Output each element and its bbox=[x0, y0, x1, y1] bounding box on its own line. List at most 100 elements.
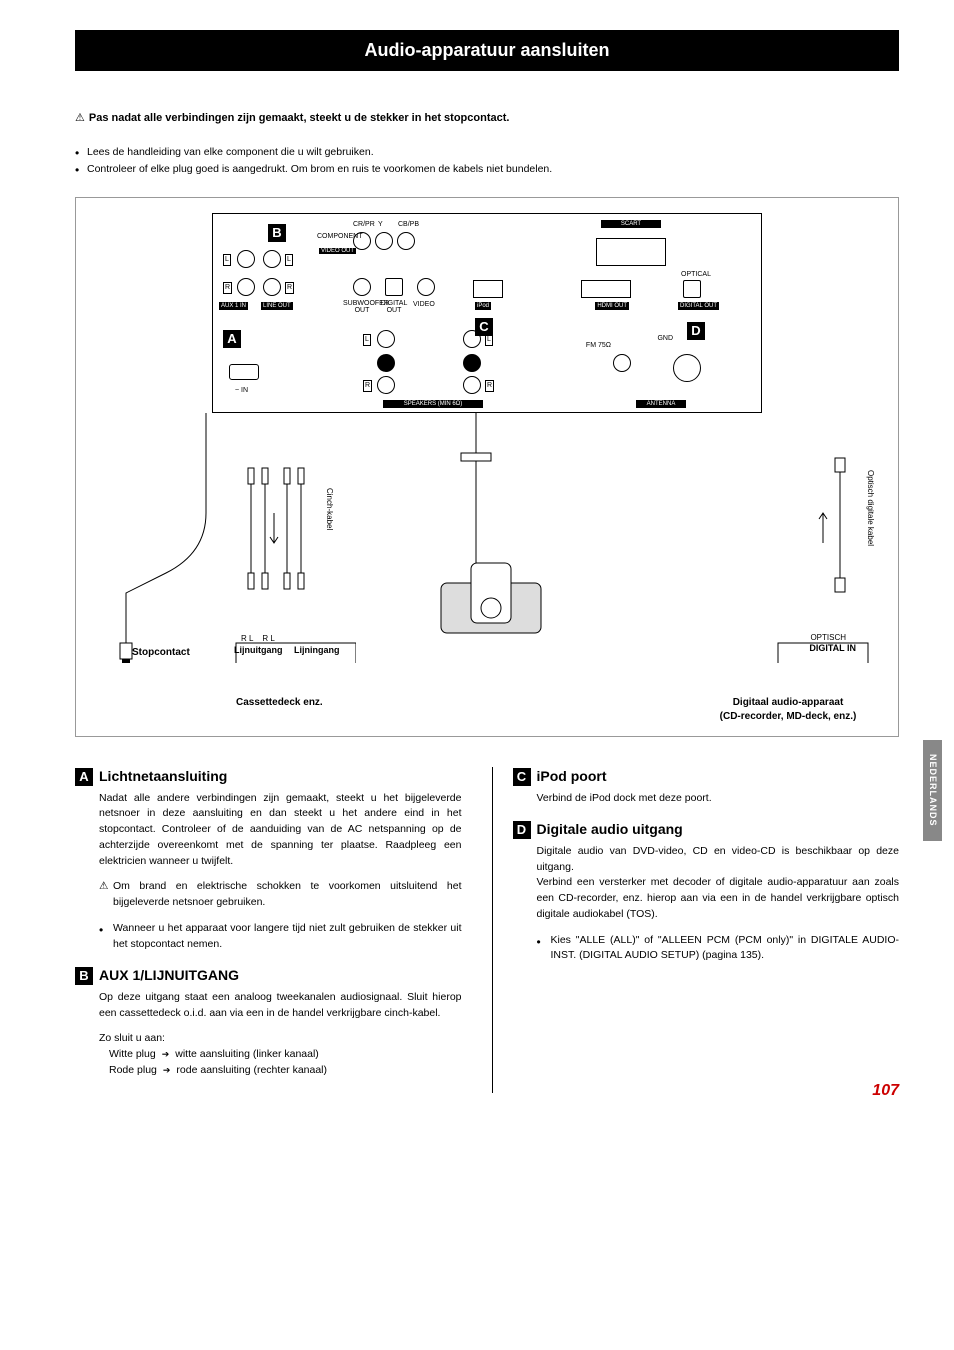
right-column: C iPod poort Verbind de iPod dock met de… bbox=[492, 767, 900, 1093]
label-acin: ~ IN bbox=[235, 386, 248, 396]
section-c-body: Verbind de iPod dock met deze poort. bbox=[537, 791, 900, 807]
label-lijnuitgang: Lijnuitgang bbox=[234, 644, 283, 657]
label-fm: FM 75Ω bbox=[586, 342, 611, 349]
label-lijningang: Lijningang bbox=[294, 644, 340, 657]
label-video-out: VIDEO OUT bbox=[319, 248, 356, 254]
page-header: Audio-apparatuur aansluiten bbox=[75, 30, 899, 71]
white-plug-desc: witte aansluiting (linker kanaal) bbox=[175, 1047, 319, 1063]
section-a-body: Nadat alle andere verbindingen zijn gema… bbox=[99, 791, 462, 953]
optical-cable bbox=[773, 413, 873, 663]
section-c-title: iPod poort bbox=[537, 767, 607, 787]
section-a-header: A Lichtnetaansluiting bbox=[75, 767, 462, 787]
label-spk-rl: R bbox=[363, 380, 372, 392]
jack-digout bbox=[385, 278, 403, 296]
jack-aux-l bbox=[237, 250, 255, 268]
ipod-cable bbox=[436, 413, 556, 663]
jack-fm bbox=[613, 354, 631, 372]
section-a-para: Nadat alle andere verbindingen zijn gema… bbox=[99, 791, 462, 870]
label-digital-out: DIGITAL OUT bbox=[379, 300, 409, 314]
label-scart: SCART bbox=[601, 220, 661, 228]
label-optical-cable: Optisch digitale kabel bbox=[865, 470, 876, 546]
label-gnd: GND bbox=[657, 334, 673, 344]
label-l-line: L bbox=[285, 254, 293, 266]
label-digital-in: DIGITAL IN bbox=[809, 642, 856, 655]
jack-sub bbox=[353, 278, 371, 296]
section-d-header: D Digitale audio uitgang bbox=[513, 820, 900, 840]
label-y: Y bbox=[378, 220, 383, 230]
label-am: AM bbox=[693, 334, 704, 344]
hdmi-port bbox=[581, 280, 631, 298]
arrow-icon bbox=[162, 1047, 170, 1063]
language-tab: NEDERLANDS bbox=[923, 740, 942, 841]
intro-list: Lees de handleiding van elke component d… bbox=[75, 145, 899, 177]
red-plug-label: Rode plug bbox=[109, 1063, 157, 1079]
page-number: 107 bbox=[872, 1080, 899, 1102]
label-cinch-cable: Cinch-kabel bbox=[324, 488, 335, 530]
label-subwoofer: SUBWOOFER OUT bbox=[343, 300, 381, 314]
label-digitaal: Digitaal audio-apparaat (CD-recorder, MD… bbox=[678, 696, 898, 724]
section-d-bullet: Kies "ALLE (ALL)" of "ALLEEN PCM (PCM on… bbox=[537, 933, 900, 965]
badge-c-text: C bbox=[513, 768, 531, 786]
ipod-port bbox=[473, 280, 503, 298]
intro-bullet-1: Lees de handleiding van elke component d… bbox=[75, 145, 899, 160]
jack-spk5 bbox=[377, 376, 395, 394]
jack-spk2 bbox=[463, 330, 481, 348]
section-c-para: Verbind de iPod dock met deze poort. bbox=[537, 791, 900, 807]
content-columns: A Lichtnetaansluiting Nadat alle andere … bbox=[75, 767, 899, 1093]
jack-comp2 bbox=[375, 232, 393, 250]
badge-a-text: A bbox=[75, 768, 93, 786]
section-b-zo: Zo sluit u aan: bbox=[99, 1031, 462, 1047]
jack-aux-r bbox=[237, 278, 255, 296]
label-l-aux: L bbox=[223, 254, 231, 266]
left-column: A Lichtnetaansluiting Nadat alle andere … bbox=[75, 767, 462, 1093]
badge-d-text: D bbox=[513, 821, 531, 839]
label-hdmi: HDMI OUT bbox=[595, 302, 629, 310]
section-d-para1: Digitale audio van DVD-video, CD en vide… bbox=[537, 844, 900, 876]
connection-diagram: CR/PR Y CB/PB SCART B L R L R AUX 1 IN L… bbox=[75, 197, 899, 737]
section-d-body: Digitale audio van DVD-video, CD en vide… bbox=[537, 844, 900, 964]
label-optical: OPTICAL bbox=[681, 270, 711, 280]
power-cable bbox=[106, 413, 216, 663]
jack-spk1 bbox=[377, 330, 395, 348]
label-cb: CB/PB bbox=[398, 220, 419, 230]
jack-spk3 bbox=[377, 354, 395, 372]
scart-port bbox=[596, 238, 666, 266]
rear-panel: CR/PR Y CB/PB SCART B L R L R AUX 1 IN L… bbox=[212, 213, 762, 413]
section-a-bullet: Wanneer u het apparaat voor langere tijd… bbox=[99, 921, 462, 953]
jack-comp3 bbox=[397, 232, 415, 250]
section-a-warn: Om brand en elektrische schokken te voor… bbox=[99, 879, 462, 911]
label-stopcontact: Stopcontact bbox=[132, 646, 190, 660]
section-d-para2: Verbind een versterker met decoder of di… bbox=[537, 875, 900, 922]
label-rl: R L R L bbox=[241, 633, 275, 644]
jack-comp1 bbox=[353, 232, 371, 250]
label-r-line: R bbox=[285, 282, 294, 294]
arrow-icon-2 bbox=[163, 1063, 171, 1079]
red-plug-desc: rode aansluiting (rechter kanaal) bbox=[176, 1063, 327, 1079]
label-aux1in: AUX 1 IN bbox=[219, 302, 248, 310]
white-plug-label: Witte plug bbox=[109, 1047, 156, 1063]
label-antenna: ANTENNA bbox=[636, 400, 686, 408]
section-b-para: Op deze uitgang staat een analoog tweeka… bbox=[99, 990, 462, 1022]
badge-a: A bbox=[223, 330, 241, 348]
jack-spk6 bbox=[463, 376, 481, 394]
label-spk-lr: L bbox=[485, 334, 493, 346]
label-cassette: Cassettedeck enz. bbox=[236, 696, 323, 710]
white-plug-row: Witte plug witte aansluiting (linker kan… bbox=[109, 1047, 462, 1063]
intro-bullet-2: Controleer of elke plug goed is aangedru… bbox=[75, 162, 899, 177]
red-plug-row: Rode plug rode aansluiting (rechter kana… bbox=[109, 1063, 462, 1079]
section-b-header: B AUX 1/LIJNUITGANG bbox=[75, 966, 462, 986]
section-b-body: Op deze uitgang staat een analoog tweeka… bbox=[99, 990, 462, 1079]
label-spk-ll: L bbox=[363, 334, 371, 346]
optical-port bbox=[683, 280, 701, 298]
label-spk-rr: R bbox=[485, 380, 494, 392]
jack-spk4 bbox=[463, 354, 481, 372]
label-video: VIDEO bbox=[413, 300, 435, 310]
section-c-header: C iPod poort bbox=[513, 767, 900, 787]
jack-line-l bbox=[263, 250, 281, 268]
main-warning: Pas nadat alle verbindingen zijn gemaakt… bbox=[75, 111, 899, 126]
label-digout2: DIGITAL OUT bbox=[678, 302, 719, 310]
badge-b: B bbox=[268, 224, 286, 242]
cinch-cables bbox=[226, 413, 356, 663]
ac-socket bbox=[229, 364, 259, 380]
label-ipod: iPod bbox=[475, 302, 491, 310]
